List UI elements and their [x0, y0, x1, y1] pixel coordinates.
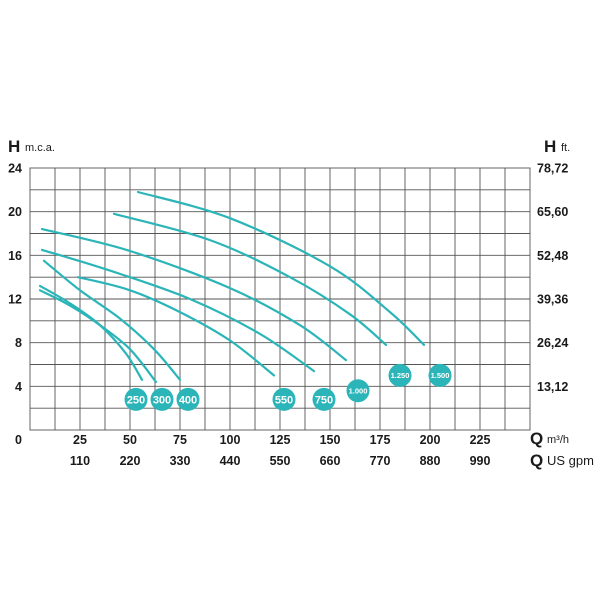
y-left-axis-letter: H: [8, 137, 20, 156]
y-left-tick-label: 12: [8, 293, 22, 307]
x-primary-tick-label: 200: [420, 433, 441, 447]
y-right-tick-label: 13,12: [537, 380, 568, 394]
badge-1500-label: 1.500: [431, 371, 450, 380]
y-right-tick-label: 39,36: [537, 293, 568, 307]
badge-300-label: 300: [153, 394, 171, 406]
x-secondary-tick-label: 110: [70, 454, 90, 468]
x-primary-tick-label: 225: [470, 433, 491, 447]
y-right-tick-label: 78,72: [537, 162, 568, 176]
y-right-axis-letter: H: [544, 137, 556, 156]
y-left-tick-label: 24: [8, 162, 22, 176]
x-primary-tick-label: 50: [123, 433, 137, 447]
badge-750-label: 750: [315, 394, 333, 406]
x-primary-tick-label: 125: [270, 433, 291, 447]
badge-1000-label: 1.000: [349, 386, 368, 395]
performance-curves: [38, 190, 426, 384]
badge-1500-circle: [428, 363, 452, 387]
x-secondary-tick-label: 550: [270, 454, 291, 468]
y-right-axis-unit: ft.: [561, 142, 570, 154]
badge-250-label: 250: [127, 394, 145, 406]
y-left-tick-label: 4: [15, 380, 22, 394]
badge-250-circle: [124, 387, 148, 411]
curve-1250: [112, 212, 388, 346]
y-left-tick-label: 8: [15, 336, 22, 350]
x-secondary-tick-label: 990: [470, 454, 491, 468]
x-secondary-tick-label: 660: [320, 454, 341, 468]
x-primary-axis-unit: m³/h: [547, 434, 569, 446]
y-left-axis-unit: m.c.a.: [25, 142, 55, 154]
y-left-tick-label: 16: [8, 249, 22, 263]
badge-400-circle: [176, 387, 200, 411]
badge-1250-circle: [388, 363, 412, 387]
x-secondary-tick-label: 880: [420, 454, 441, 468]
model-badges: 250 300 400 550 750 1.000 1.250 1.500: [124, 363, 452, 411]
y-right-tick-label: 26,24: [537, 336, 568, 350]
x-primary-tick-label: 75: [173, 433, 187, 447]
curve-300: [38, 289, 158, 384]
badge-300-circle: [150, 387, 174, 411]
badge-1000-circle: [346, 379, 370, 403]
badge-750-circle: [312, 387, 336, 411]
x-primary-axis-letter: Q: [530, 429, 543, 448]
curve-550: [76, 276, 276, 377]
x-primary-tick-label: 175: [370, 433, 391, 447]
x-secondary-tick-label: 220: [120, 454, 141, 468]
x-secondary-axis-letter: Q: [530, 451, 543, 470]
badge-550-circle: [272, 387, 296, 411]
curve-750: [40, 248, 316, 373]
badge-550-label: 550: [275, 394, 293, 406]
y-left-tick-label: 0: [15, 433, 22, 447]
x-secondary-tick-label: 440: [220, 454, 241, 468]
x-primary-tick-label: 25: [73, 433, 87, 447]
x-primary-tick-label: 150: [320, 433, 341, 447]
x-primary-tick-label: 100: [220, 433, 241, 447]
y-left-tick-label: 20: [8, 205, 22, 219]
x-secondary-tick-label: 770: [370, 454, 391, 468]
y-right-tick-label: 65,60: [537, 205, 568, 219]
badge-400-label: 400: [179, 394, 197, 406]
curve-1500: [136, 190, 426, 346]
axis-labels: H m.c.a. H ft. Q m³/h Q US gpm 0 4 8 12 16 20…: [8, 137, 594, 470]
x-secondary-axis-unit: US gpm: [547, 453, 594, 468]
y-right-tick-label: 52,48: [537, 249, 568, 263]
x-secondary-tick-label: 330: [170, 454, 191, 468]
badge-1250-label: 1.250: [391, 371, 410, 380]
grid: [29, 167, 531, 431]
curve-400: [42, 259, 182, 381]
curve-1000: [40, 228, 348, 362]
